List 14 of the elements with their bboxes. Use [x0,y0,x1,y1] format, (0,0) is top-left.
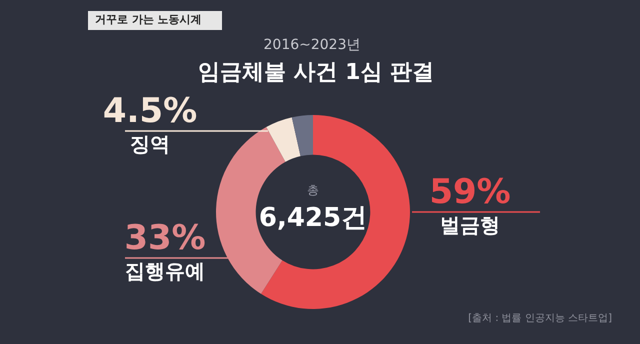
text: 총 [307,183,319,197]
chart-subtitle: 2016~2023년 [264,37,360,53]
data-label: 33% [124,218,206,258]
text: [출처 : 법률 인공지능 스타트업] [468,313,612,324]
slice-label: 징역 [130,132,170,156]
chart-title: 임금체불 사건 1심 판결 [198,60,434,85]
slice-label: 집행유예 [125,259,205,283]
text: 6,425건 [258,203,368,233]
donut-slice [261,115,410,309]
data-label: 4.5% [102,91,198,131]
slice-label: 벌금형 [440,213,500,237]
data-label: 59% [429,172,511,212]
text: 거꾸로 가는 노동시계 [95,13,202,26]
donut-slice [292,115,313,156]
